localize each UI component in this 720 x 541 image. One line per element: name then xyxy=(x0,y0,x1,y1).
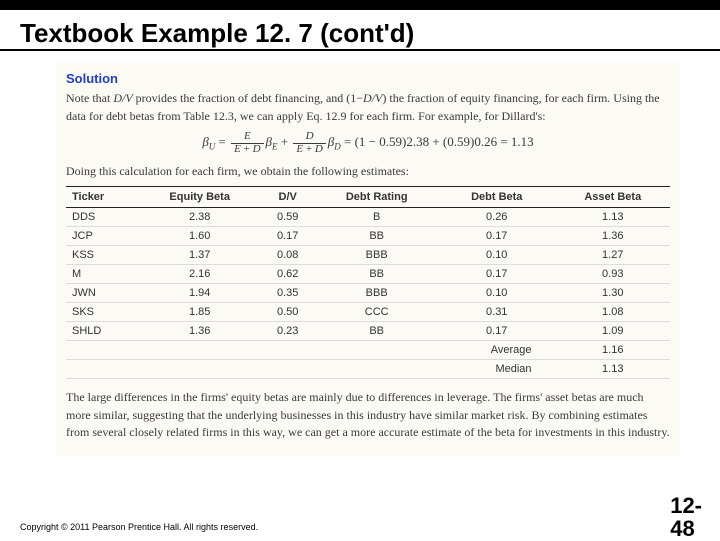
dv-symbol: D/V xyxy=(113,91,132,105)
table-row: M2.160.62BB0.170.93 xyxy=(66,265,670,284)
table-cell: 1.13 xyxy=(556,208,670,227)
table-cell: 0.17 xyxy=(260,227,316,246)
average-label: Average xyxy=(438,341,556,360)
table-row: SKS1.850.50CCC0.311.08 xyxy=(66,303,670,322)
table-cell: 0.17 xyxy=(438,227,556,246)
table-cell: 0.50 xyxy=(260,303,316,322)
table-cell: 1.09 xyxy=(556,322,670,341)
table-cell: JWN xyxy=(66,284,139,303)
text: provides the fraction of debt financing,… xyxy=(133,91,363,105)
equation: βU = EE + DβE + DE + DβD = (1 − 0.59)2.3… xyxy=(66,131,670,155)
table-cell: 0.93 xyxy=(556,265,670,284)
table-cell: BB xyxy=(315,322,438,341)
col-ticker: Ticker xyxy=(66,187,139,208)
lead-paragraph: Doing this calculation for each firm, we… xyxy=(66,163,670,180)
copyright: Copyright © 2011 Pearson Prentice Hall. … xyxy=(20,522,258,532)
col-dv: D/V xyxy=(260,187,316,208)
col-debt-beta: Debt Beta xyxy=(438,187,556,208)
table-cell: DDS xyxy=(66,208,139,227)
table-cell: 0.23 xyxy=(260,322,316,341)
table-cell: 1.30 xyxy=(556,284,670,303)
table-row: JCP1.600.17BB0.171.36 xyxy=(66,227,670,246)
table-row: KSS1.370.08BBB0.101.27 xyxy=(66,246,670,265)
table-row: JWN1.940.35BBB0.101.30 xyxy=(66,284,670,303)
table-cell: 0.17 xyxy=(438,265,556,284)
table-cell: M xyxy=(66,265,139,284)
page-number: 12- 48 xyxy=(670,494,702,540)
table-cell: 0.59 xyxy=(260,208,316,227)
table-cell: BB xyxy=(315,227,438,246)
table-cell: 1.37 xyxy=(139,246,259,265)
table-cell: B xyxy=(315,208,438,227)
table-cell: 1.94 xyxy=(139,284,259,303)
page-number-bottom: 48 xyxy=(670,516,694,541)
slide-title: Textbook Example 12. 7 (cont'd) xyxy=(0,10,720,51)
table-cell: 1.85 xyxy=(139,303,259,322)
dv-symbol-2: D/V xyxy=(363,91,382,105)
table-cell: 2.16 xyxy=(139,265,259,284)
solution-heading: Solution xyxy=(66,71,670,86)
table-cell: 1.27 xyxy=(556,246,670,265)
average-value: 1.16 xyxy=(556,341,670,360)
table-cell: 1.60 xyxy=(139,227,259,246)
table-cell: BBB xyxy=(315,284,438,303)
median-value: 1.13 xyxy=(556,360,670,379)
table-cell: 0.31 xyxy=(438,303,556,322)
col-equity-beta: Equity Beta xyxy=(139,187,259,208)
table-cell: 0.10 xyxy=(438,284,556,303)
table-cell: 1.36 xyxy=(556,227,670,246)
table-row: DDS2.380.59B0.261.13 xyxy=(66,208,670,227)
page-number-top: 12- xyxy=(670,493,702,518)
table-cell: 0.62 xyxy=(260,265,316,284)
table-cell: 0.10 xyxy=(438,246,556,265)
table-row-average: Average1.16 xyxy=(66,341,670,360)
table-cell: 0.26 xyxy=(438,208,556,227)
table-cell: 0.08 xyxy=(260,246,316,265)
table-cell: SHLD xyxy=(66,322,139,341)
table-cell: JCP xyxy=(66,227,139,246)
col-debt-rating: Debt Rating xyxy=(315,187,438,208)
table-cell: BB xyxy=(315,265,438,284)
table-row: SHLD1.360.23BB0.171.09 xyxy=(66,322,670,341)
table-cell: 1.36 xyxy=(139,322,259,341)
eq-numbers: = (1 − 0.59)2.38 + (0.59)0.26 = 1.13 xyxy=(341,134,534,149)
slide: Textbook Example 12. 7 (cont'd) Solution… xyxy=(0,0,720,540)
beta-table: Ticker Equity Beta D/V Debt Rating Debt … xyxy=(66,186,670,379)
content-block: Solution Note that D/V provides the frac… xyxy=(56,63,680,455)
table-cell: KSS xyxy=(66,246,139,265)
table-row-median: Median1.13 xyxy=(66,360,670,379)
table-cell: CCC xyxy=(315,303,438,322)
median-label: Median xyxy=(438,360,556,379)
table-cell: SKS xyxy=(66,303,139,322)
conclusion-paragraph: The large differences in the firms' equi… xyxy=(66,389,670,441)
table-cell: 0.17 xyxy=(438,322,556,341)
table-header-row: Ticker Equity Beta D/V Debt Rating Debt … xyxy=(66,187,670,208)
top-bar xyxy=(0,0,720,10)
col-asset-beta: Asset Beta xyxy=(556,187,670,208)
table-cell: 2.38 xyxy=(139,208,259,227)
text: Note that xyxy=(66,91,113,105)
table-cell: 0.35 xyxy=(260,284,316,303)
table-cell: BBB xyxy=(315,246,438,265)
table-cell: 1.08 xyxy=(556,303,670,322)
intro-paragraph: Note that D/V provides the fraction of d… xyxy=(66,90,670,125)
